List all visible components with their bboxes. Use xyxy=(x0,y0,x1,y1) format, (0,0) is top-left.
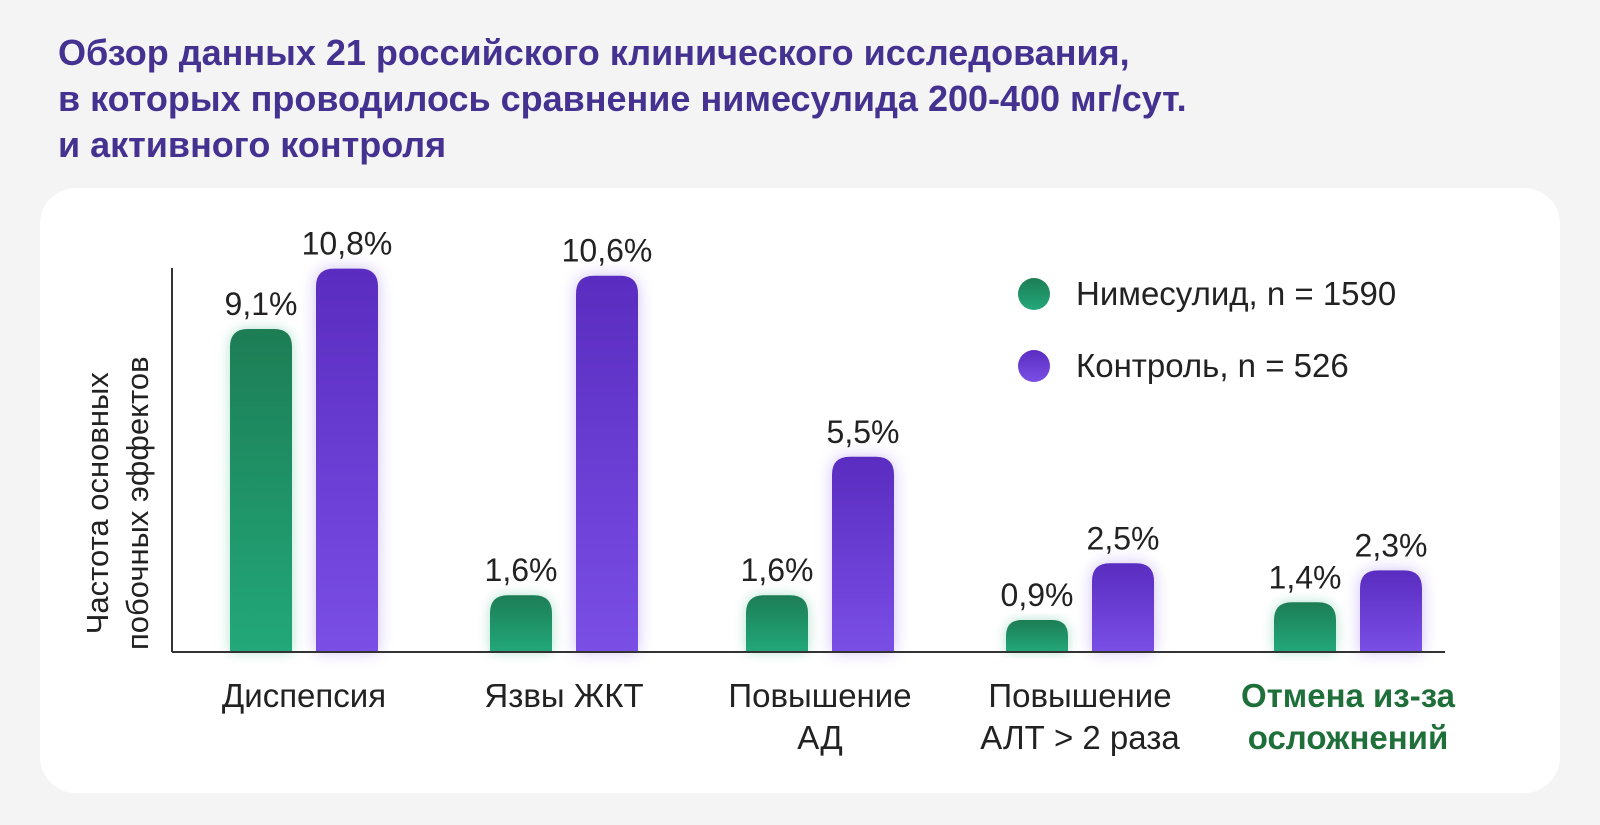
bar-control-4 xyxy=(1360,570,1422,652)
legend-item-nimesulide: Нимесулид, n = 1590 xyxy=(1018,258,1396,330)
category-label-4-line-0: Отмена из-за xyxy=(1241,677,1456,714)
bar-nimesulide-3 xyxy=(1006,620,1068,652)
value-label-control-3: 2,5% xyxy=(1087,520,1160,556)
y-axis-label-line-2: побочных эффектов xyxy=(120,356,155,650)
category-labels: Диспепсия Язвы ЖКТ Повышение АД Повышение АЛТ… xyxy=(222,677,1456,756)
value-label-control-1: 10,6% xyxy=(562,233,653,269)
value-label-nimesulide-4: 1,4% xyxy=(1269,559,1342,595)
bar-nimesulide-1 xyxy=(490,595,552,652)
legend-dot-nimesulide xyxy=(1018,278,1050,310)
bar-nimesulide-4 xyxy=(1274,602,1336,652)
bar-nimesulide-0 xyxy=(230,328,292,652)
category-label-4-line-1: осложнений xyxy=(1248,719,1449,756)
legend-label-control: Контроль, n = 526 xyxy=(1076,347,1349,384)
bar-control-2 xyxy=(832,456,894,652)
category-label-1-line-0: Язвы ЖКТ xyxy=(484,677,643,714)
value-labels: 9,1%10,8% 1,6% 10,6% 1,6% 5,5% 0,9% 2,5% 1,4% 2,… xyxy=(225,226,1428,613)
legend-item-control: Контроль, n = 526 xyxy=(1018,330,1396,402)
category-label-0-line-0: Диспепсия xyxy=(222,677,386,714)
value-label-nimesulide-1: 1,6% xyxy=(485,552,558,588)
category-label-2-line-0: Повышение xyxy=(728,677,911,714)
legend: Нимесулид, n = 1590 Контроль, n = 526 xyxy=(1018,258,1396,402)
title-line-1: Обзор данных 21 российского клинического… xyxy=(58,32,1130,73)
bar-control-0 xyxy=(316,268,378,652)
bar-control-1 xyxy=(576,275,638,652)
bar-control-3 xyxy=(1092,563,1154,652)
value-label-control-0: 10,8% xyxy=(302,226,393,262)
chart-card xyxy=(40,188,1560,793)
category-label-2-line-1: АД xyxy=(797,719,842,756)
bar-nimesulide-2 xyxy=(746,595,808,652)
legend-dot-control xyxy=(1018,350,1050,382)
value-label-nimesulide-2: 1,6% xyxy=(741,552,814,588)
value-label-control-2: 5,5% xyxy=(827,414,900,450)
legend-label-nimesulide: Нимесулид, n = 1590 xyxy=(1076,275,1397,312)
category-label-3-line-0: Повышение xyxy=(988,677,1171,714)
title-line-3: и активного контроля xyxy=(58,124,447,165)
bars-group xyxy=(230,268,1422,652)
chart-title: Обзор данных 21 российского клинического… xyxy=(58,30,1498,168)
title-line-2: в которых проводилось сравнение нимесули… xyxy=(58,78,1187,119)
y-axis-label: Частота основных побочных эффектов xyxy=(78,356,158,650)
category-label-3-line-1: АЛТ > 2 раза xyxy=(980,719,1180,756)
y-axis-label-line-1: Частота основных xyxy=(80,372,115,635)
value-label-nimesulide-0: 9,1% xyxy=(225,286,298,322)
value-label-nimesulide-3: 0,9% xyxy=(1001,577,1074,613)
value-label-control-4: 2,3% xyxy=(1355,527,1428,563)
